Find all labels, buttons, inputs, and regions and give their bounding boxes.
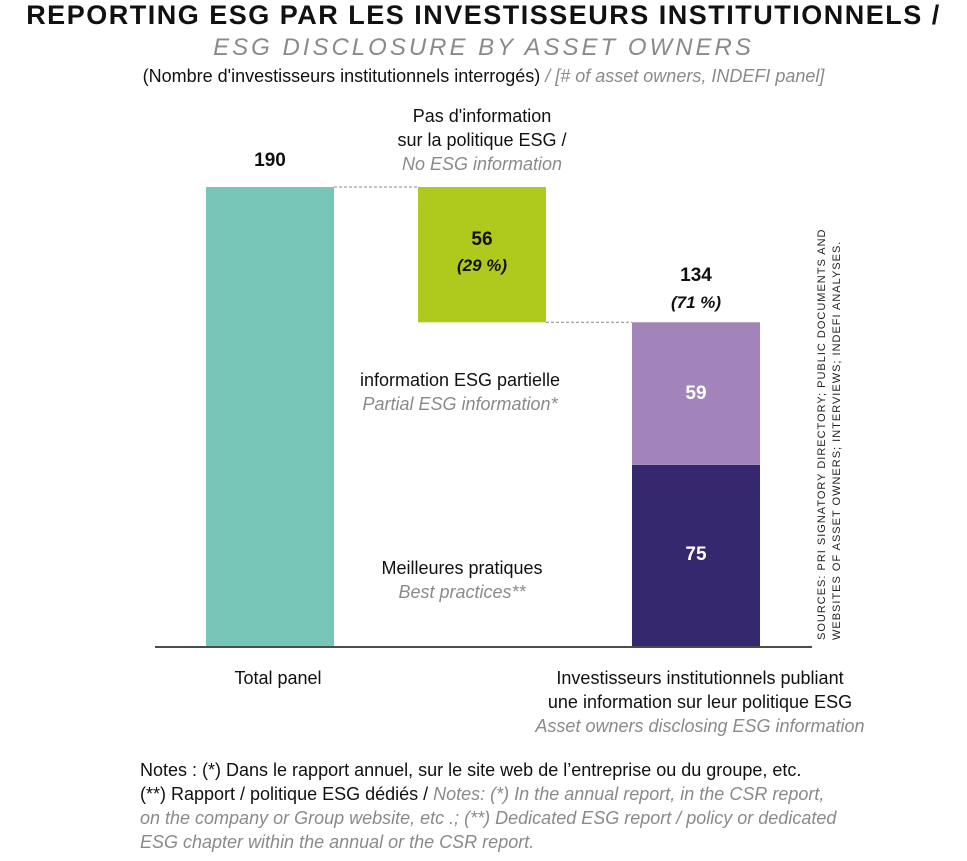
no-info-line2: sur la politique ESG /	[397, 130, 567, 150]
footnotes: Notes : (*) Dans le rapport annuel, sur …	[140, 758, 836, 854]
value-label-disclosing: 134	[680, 265, 712, 287]
disclosing-en: Asset owners disclosing ESG information	[535, 716, 865, 736]
notes-line3: on the company or Group website, etc .; …	[140, 808, 837, 828]
best-fr: Meilleures pratiques	[381, 558, 543, 578]
best-en: Best practices**	[398, 582, 526, 602]
bar-partial-information	[632, 322, 760, 465]
notes-line2-fr: (**) Rapport / politique ESG dédiés /	[140, 784, 434, 804]
disclosing-line2: une information sur leur politique ESG	[547, 692, 853, 712]
pct-label-disclosing: (71 %)	[670, 293, 722, 313]
notes-line1: Notes : (*) Dans le rapport annuel, sur …	[140, 760, 802, 780]
no-info-en: No ESG information	[401, 154, 563, 174]
bar-best-practices	[632, 464, 760, 646]
chart-unit: (Nombre d'investisseurs institutionnels …	[0, 66, 967, 87]
source-line2: WEBSITES OF ASSET OWNERS; INTERVIEWS; IN…	[831, 240, 843, 640]
value-label-total: 190	[254, 150, 286, 171]
chart-title: REPORTING ESG PAR LES INVESTISSEURS INST…	[26, 0, 941, 30]
source-note: SOURCES: PRI SIGNATORY DIRECTORY; PUBLIC…	[815, 200, 845, 640]
value-label-partial: 59	[685, 382, 707, 404]
category-label-total: Total panel	[234, 668, 322, 688]
bar-no-esg-information	[418, 187, 546, 323]
unit-en: / [# of asset owners, INDEFI panel]	[545, 66, 825, 86]
bar-total-panel	[206, 187, 334, 646]
chart-subtitle: ESG DISCLOSURE BY ASSET OWNERS	[213, 34, 754, 61]
category-label-disclosing: Investisseurs institutionnels publiant u…	[520, 666, 880, 738]
partial-en: Partial ESG information*	[362, 394, 558, 414]
source-line1: SOURCES: PRI SIGNATORY DIRECTORY; PUBLIC…	[816, 228, 828, 640]
value-label-best: 75	[685, 544, 707, 566]
notes-line4: ESG chapter within the annual or the CSR…	[140, 832, 535, 852]
annotation-no-info: Pas d'information sur la politique ESG /…	[362, 104, 602, 176]
notes-line2-en: Notes: (*) In the annual report, in the …	[433, 784, 825, 804]
disclosing-line1: Investisseurs institutionnels publiant	[556, 668, 844, 688]
annotation-partial: information ESG partielle Partial ESG in…	[340, 368, 580, 416]
partial-fr: information ESG partielle	[359, 370, 561, 390]
no-info-line1: Pas d'information	[412, 106, 552, 126]
pct-label-no-info: (29 %)	[456, 255, 508, 275]
value-label-no-info: 56	[471, 228, 493, 250]
annotation-best: Meilleures pratiques Best practices**	[362, 556, 562, 604]
unit-fr: (Nombre d'investisseurs institutionnels …	[142, 66, 541, 86]
